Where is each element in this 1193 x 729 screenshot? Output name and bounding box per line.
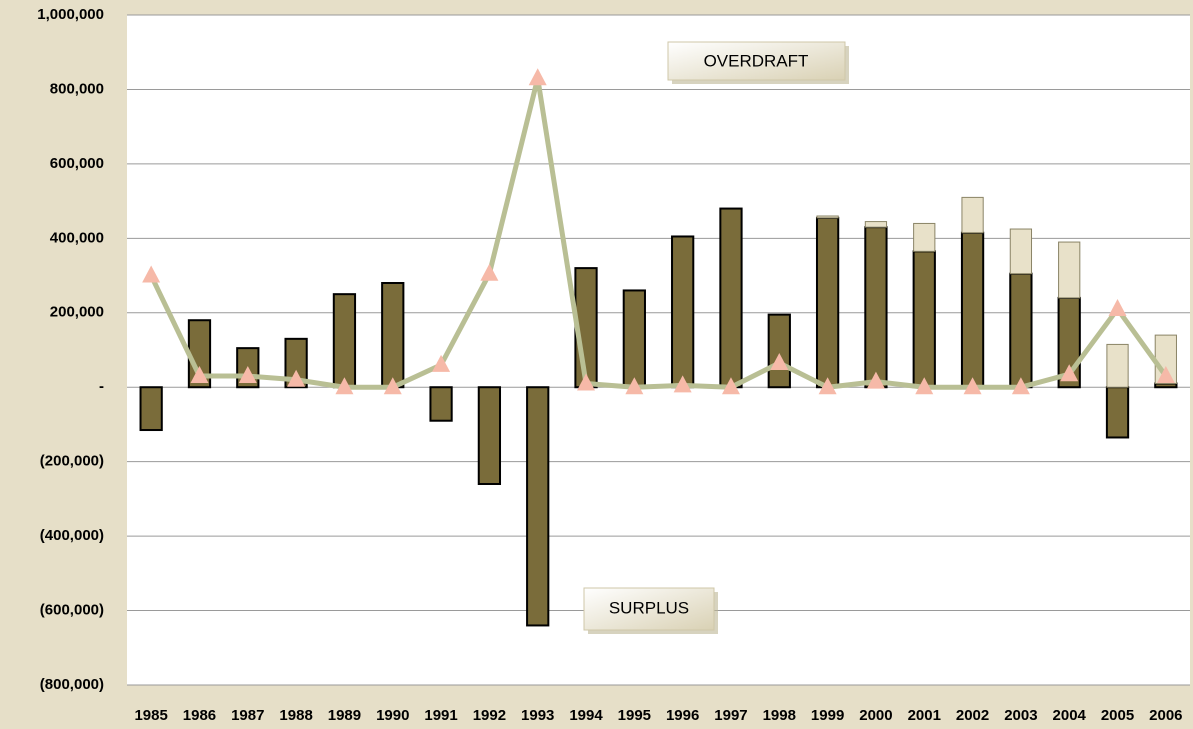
bar	[960, 231, 985, 389]
marker	[1156, 366, 1175, 384]
bar	[139, 386, 163, 432]
bar	[429, 386, 453, 422]
marker	[577, 373, 596, 391]
y-tick-label: (200,000)	[40, 453, 104, 470]
bar	[815, 216, 840, 389]
x-tick-label: 2005	[1101, 707, 1134, 724]
y-tick-label: 800,000	[50, 80, 104, 97]
x-tick-label: 1996	[666, 707, 699, 724]
x-tick-label: 1993	[521, 707, 554, 724]
marker	[142, 265, 161, 283]
marker	[866, 371, 885, 389]
marker	[335, 377, 354, 395]
y-tick-label: -	[99, 378, 104, 395]
marker	[1108, 299, 1127, 317]
marker	[673, 375, 692, 393]
x-tick-label: 1987	[231, 707, 264, 724]
y-tick-label: (600,000)	[40, 602, 104, 619]
bar	[864, 226, 888, 389]
annotation: OVERDRAFT	[704, 51, 809, 70]
line	[148, 75, 1168, 390]
bar	[912, 250, 936, 389]
y-tick-label: (800,000)	[40, 676, 104, 693]
x-tick-label: 1997	[714, 707, 747, 724]
bar	[864, 221, 888, 228]
marker	[625, 377, 644, 395]
bar	[816, 215, 839, 219]
x-tick-label: 1994	[569, 707, 603, 724]
marker	[721, 377, 740, 395]
marker	[818, 377, 837, 395]
annotation: SURPLUS	[609, 598, 689, 617]
bar	[1154, 382, 1178, 389]
x-tick-label: 2004	[1053, 707, 1087, 724]
y-tick-label: (400,000)	[40, 527, 104, 544]
bar	[1058, 241, 1081, 299]
marker	[963, 377, 982, 395]
x-tick-label: 1986	[183, 707, 216, 724]
bar	[284, 337, 308, 389]
marker	[238, 366, 257, 384]
x-tick-label: 2001	[908, 707, 941, 724]
bar	[671, 235, 695, 389]
bar	[961, 196, 984, 234]
annotation-box: SURPLUS	[583, 587, 718, 634]
x-tick-label: 2000	[859, 707, 892, 724]
x-tick-label: 1999	[811, 707, 844, 724]
y-tick-label: 600,000	[50, 155, 104, 172]
marker	[528, 68, 547, 86]
marker	[480, 263, 499, 281]
bar	[719, 207, 743, 389]
x-tick-label: 1985	[134, 707, 167, 724]
marker	[432, 354, 451, 372]
y-tick-label: 400,000	[50, 229, 104, 246]
y-tick-label: 200,000	[50, 304, 104, 321]
x-tick-label: 2003	[1004, 707, 1037, 724]
x-tick-label: 2006	[1149, 707, 1182, 724]
x-tick-label: 2002	[956, 707, 989, 724]
bar	[1009, 272, 1033, 389]
bar	[913, 222, 936, 252]
x-tick-label: 1989	[328, 707, 361, 724]
bar	[477, 386, 502, 486]
bar	[526, 386, 550, 627]
x-tick-label: 1998	[763, 707, 796, 724]
bar	[767, 313, 791, 389]
marker	[770, 353, 789, 371]
x-tick-label: 1990	[376, 707, 409, 724]
x-tick-label: 1992	[473, 707, 506, 724]
x-tick-label: 1988	[279, 707, 312, 724]
marker	[1011, 377, 1030, 395]
bar	[622, 289, 646, 389]
annotation-box: OVERDRAFT	[667, 41, 849, 84]
marker	[915, 377, 934, 395]
bar	[1009, 228, 1033, 275]
bar	[332, 293, 357, 389]
marker	[287, 369, 306, 387]
marker	[190, 366, 209, 384]
marker	[1060, 364, 1079, 382]
x-tick-label: 1995	[618, 707, 651, 724]
marker	[383, 377, 402, 395]
bar	[1105, 386, 1130, 439]
bar	[1106, 343, 1129, 388]
y-tick-label: 1,000,000	[37, 6, 104, 23]
x-tick-label: 1991	[424, 707, 457, 724]
bar	[381, 282, 405, 389]
